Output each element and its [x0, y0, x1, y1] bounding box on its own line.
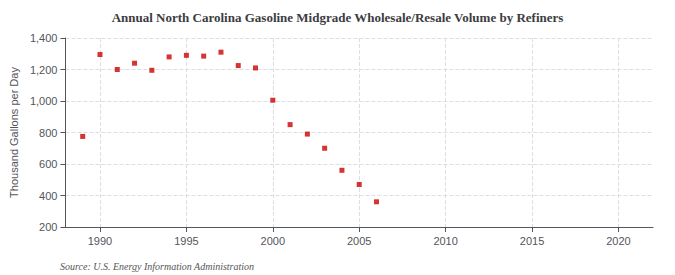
svg-text:1990: 1990: [88, 235, 112, 247]
svg-text:Annual North Carolina Gasoline: Annual North Carolina Gasoline Midgrade …: [112, 10, 564, 25]
svg-text:400: 400: [39, 190, 57, 202]
svg-text:2000: 2000: [261, 235, 285, 247]
svg-text:Source: U.S. Energy Informatio: Source: U.S. Energy Information Administ…: [60, 261, 254, 272]
svg-text:1,200: 1,200: [30, 64, 58, 76]
svg-text:Thousand Gallons per Day: Thousand Gallons per Day: [8, 67, 20, 198]
svg-text:1,000: 1,000: [30, 95, 58, 107]
svg-text:1,400: 1,400: [30, 32, 58, 44]
svg-text:200: 200: [39, 221, 57, 233]
svg-text:2010: 2010: [433, 235, 457, 247]
svg-text:2015: 2015: [520, 235, 544, 247]
svg-text:1995: 1995: [174, 235, 198, 247]
svg-text:2005: 2005: [347, 235, 371, 247]
svg-text:800: 800: [39, 127, 57, 139]
svg-text:2020: 2020: [606, 235, 630, 247]
svg-text:600: 600: [39, 158, 57, 170]
